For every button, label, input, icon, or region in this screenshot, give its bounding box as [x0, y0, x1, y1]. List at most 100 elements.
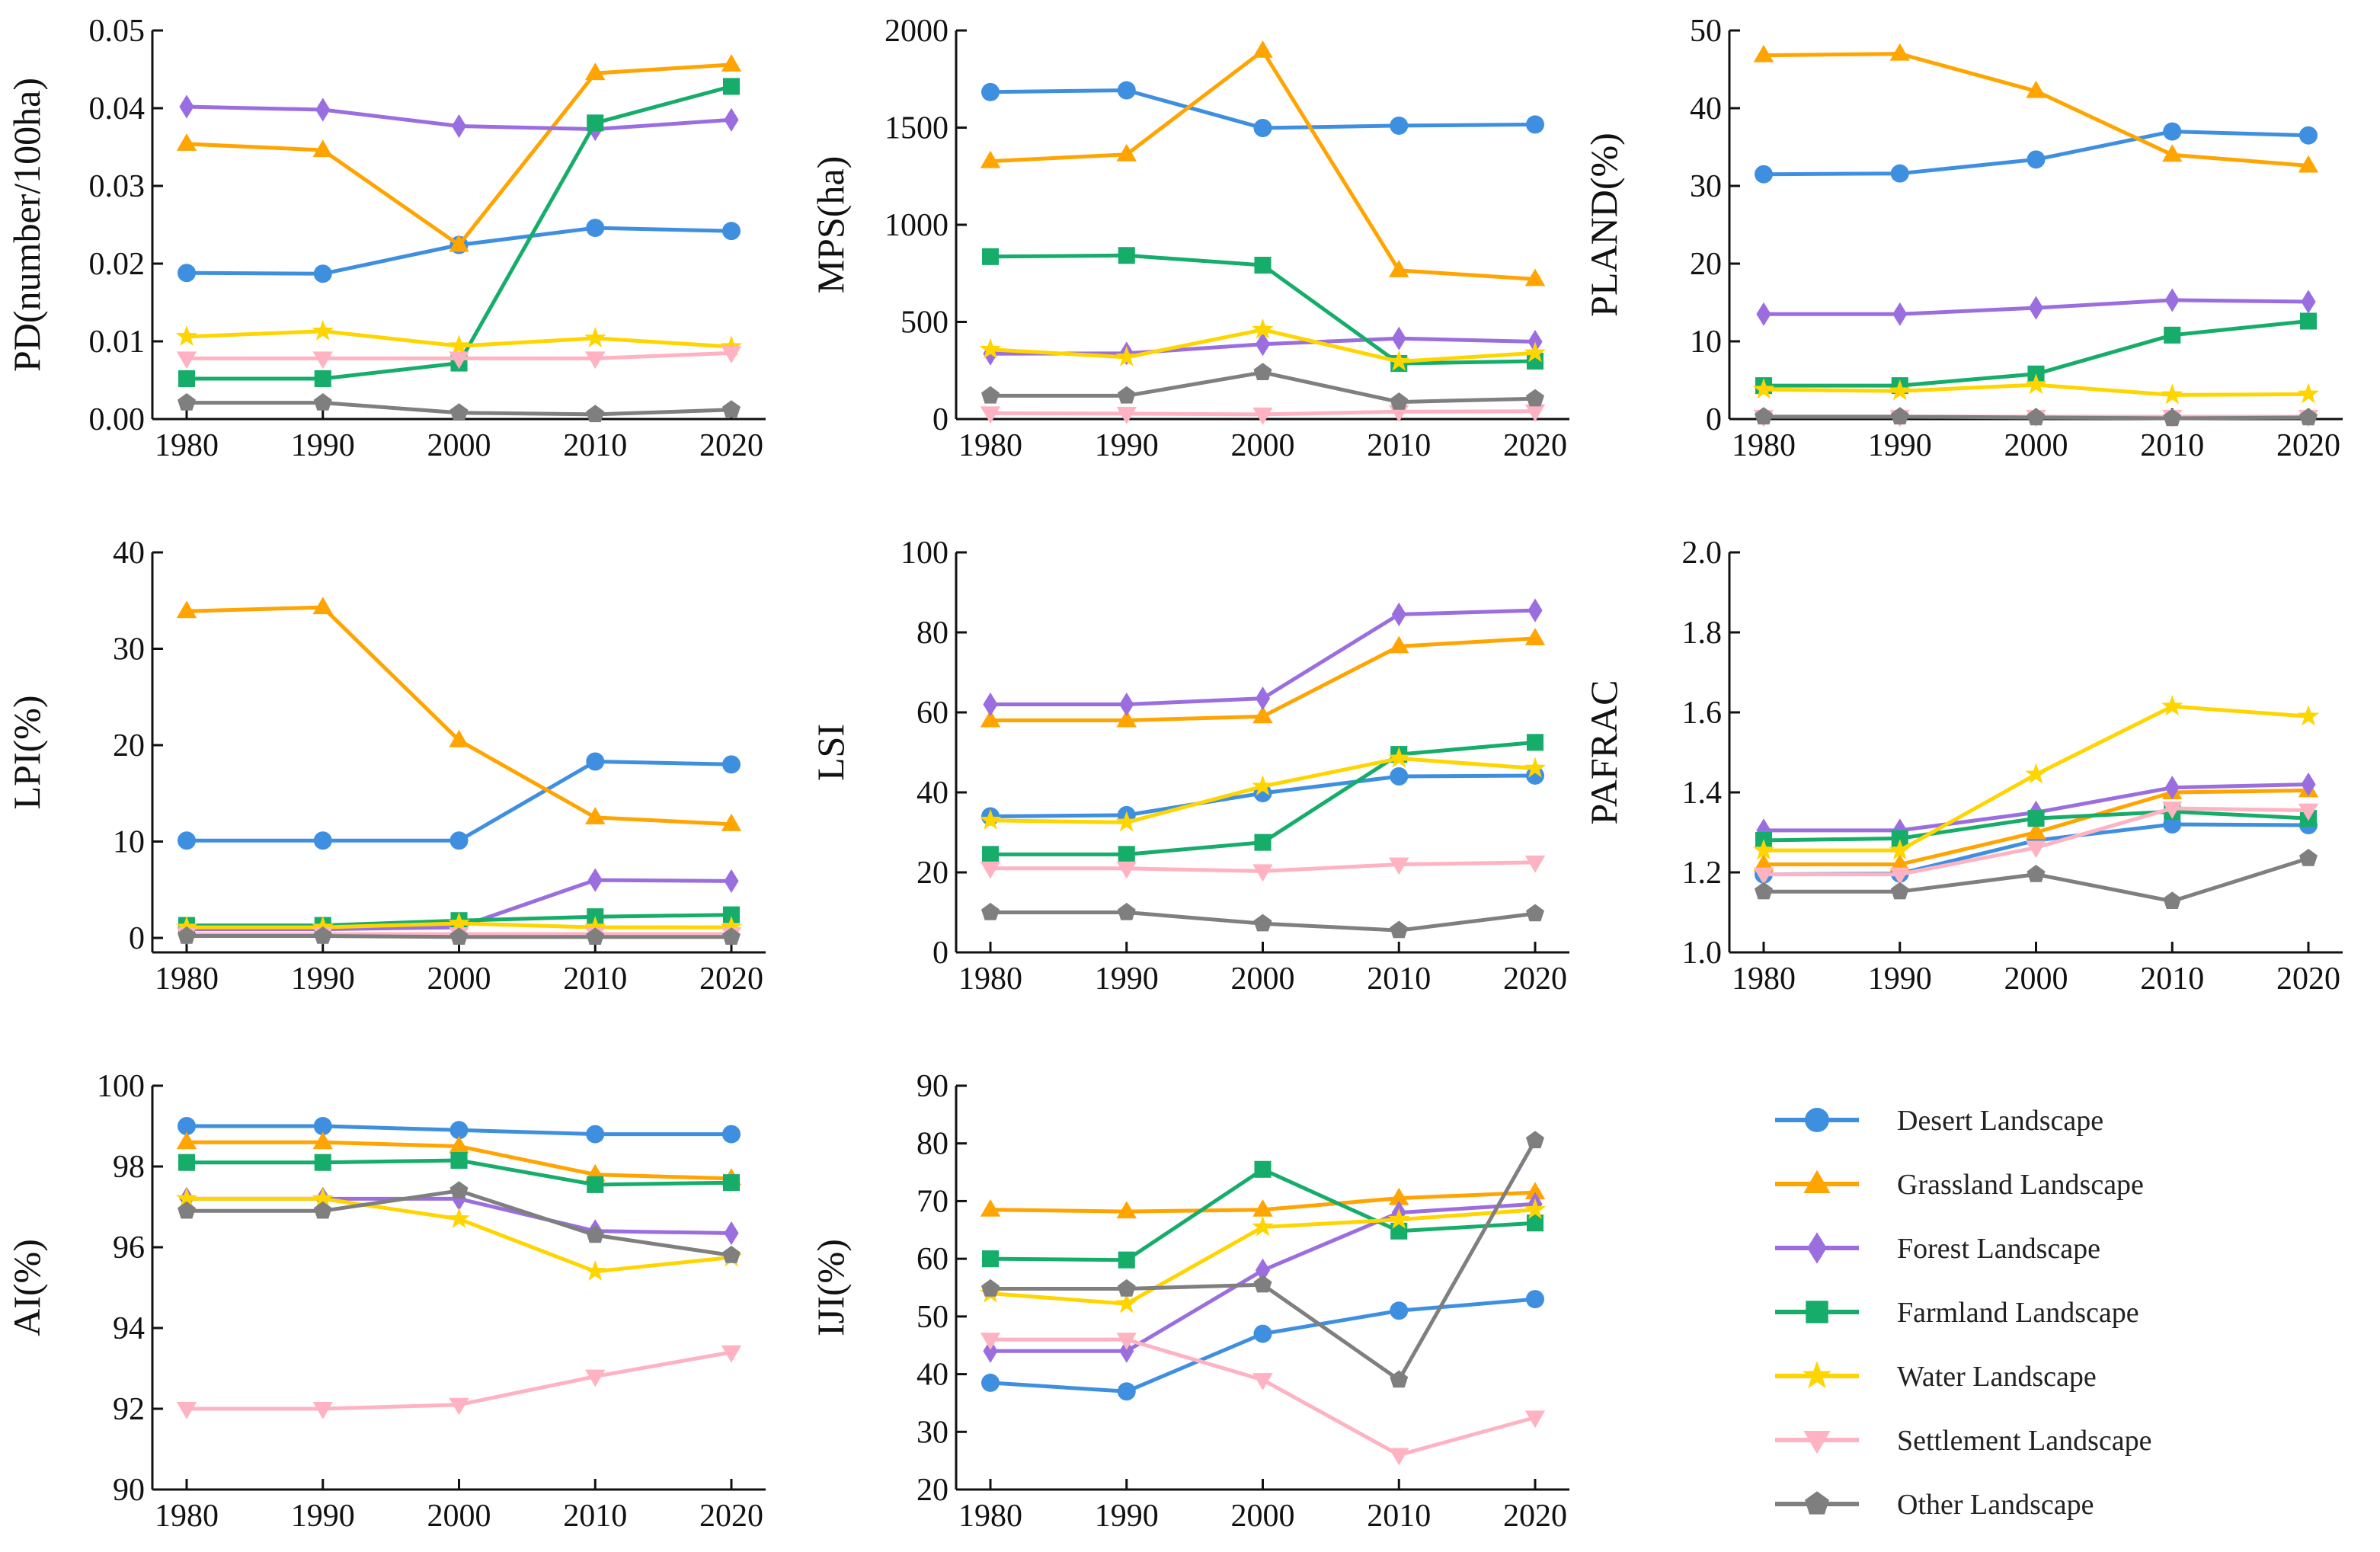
data-point	[2297, 705, 2320, 726]
data-point	[1254, 257, 1272, 274]
y-tick-label: 500	[900, 306, 948, 341]
series-water-landscape	[979, 318, 1547, 371]
legend-label: Forest Landscape	[1897, 1233, 2100, 1265]
data-point	[2163, 122, 2182, 141]
data-point	[1116, 709, 1137, 728]
data-point	[312, 1402, 333, 1419]
data-point	[448, 1207, 470, 1228]
data-point	[1526, 904, 1544, 922]
data-point	[722, 1174, 741, 1192]
data-point	[585, 351, 606, 370]
series-desert-landscape	[981, 81, 1544, 138]
series-line	[186, 62, 732, 247]
y-axis-label: IJI(%)	[809, 1239, 852, 1336]
series-other-landscape	[1755, 849, 2318, 909]
data-point	[587, 868, 603, 892]
data-point	[1119, 1339, 1134, 1363]
data-point	[2026, 80, 2046, 98]
data-point	[313, 264, 332, 283]
data-point	[1115, 811, 1137, 832]
data-point	[2164, 288, 2180, 312]
y-tick-label: 30	[113, 632, 145, 667]
y-tick-label: 60	[916, 1242, 948, 1277]
data-point	[176, 1131, 197, 1150]
data-point	[584, 916, 606, 937]
y-tick-label: 2000	[885, 14, 948, 49]
y-tick-label: 50	[916, 1300, 948, 1335]
chart-panel-lpi: 0 10 20 30 40 1980 1990 2000 2010 2020 LPI(%)	[5, 536, 766, 997]
data-point	[1253, 1275, 1272, 1293]
data-point	[1252, 775, 1274, 796]
data-point	[1388, 747, 1410, 768]
x-tick-label: 1980	[155, 428, 219, 463]
y-tick-label: 0	[932, 936, 948, 971]
x-tick-label: 2020	[1503, 428, 1567, 463]
data-point	[312, 916, 334, 937]
y-tick-label: 94	[113, 1311, 145, 1346]
x-tick-label: 2000	[2004, 962, 2068, 997]
data-point	[176, 133, 197, 151]
y-tick-label: 30	[1690, 169, 1722, 204]
data-point	[178, 1154, 196, 1171]
x-tick-label: 1980	[155, 1499, 219, 1534]
x-tick-label: 1980	[958, 1499, 1022, 1534]
data-point	[1756, 302, 1771, 326]
data-point	[176, 1402, 197, 1419]
data-point	[2299, 126, 2318, 145]
data-point	[1524, 1198, 1547, 1219]
data-point	[1526, 734, 1544, 751]
data-point	[980, 709, 1001, 728]
series-other-landscape	[178, 926, 741, 945]
legend-marker	[1803, 1170, 1831, 1193]
series-forest-landscape	[1756, 288, 2316, 326]
data-point	[722, 1246, 741, 1263]
series-grassland-landscape	[980, 1182, 1546, 1219]
data-point	[1117, 1278, 1136, 1297]
data-point	[2164, 776, 2180, 800]
series-grassland-landscape	[176, 54, 742, 252]
data-point	[1116, 143, 1137, 162]
data-point	[312, 139, 333, 158]
x-tick-label: 2020	[2276, 428, 2340, 463]
data-point	[587, 114, 604, 132]
data-point	[1117, 1382, 1136, 1401]
x-tick-label: 1990	[1868, 962, 1932, 997]
data-point	[584, 326, 606, 348]
data-point	[981, 1373, 1000, 1392]
legend-label: Farmland Landscape	[1897, 1297, 2139, 1329]
data-point	[1116, 861, 1137, 879]
data-point	[720, 335, 743, 357]
legend: Desert Landscape Grassland Landscape Fores…	[1775, 1105, 2152, 1521]
data-point	[449, 1135, 469, 1154]
data-point	[1891, 830, 1908, 847]
y-tick-label: 40	[916, 1358, 948, 1393]
x-tick-label: 2010	[1367, 1499, 1431, 1534]
data-point	[1524, 628, 1546, 645]
data-point	[1753, 44, 1774, 62]
data-point	[981, 82, 1000, 101]
data-point	[451, 114, 467, 139]
data-point	[980, 150, 1001, 168]
data-point	[449, 351, 469, 370]
data-point	[449, 927, 469, 945]
data-point	[1890, 164, 1909, 183]
data-point	[176, 600, 197, 619]
series-other-landscape	[981, 902, 1544, 939]
x-tick-label: 1990	[291, 428, 355, 463]
data-point	[314, 1154, 331, 1171]
y-tick-label: 92	[113, 1392, 145, 1427]
data-point	[313, 831, 332, 850]
legend-label: Water Landscape	[1897, 1361, 2097, 1393]
data-point	[449, 403, 469, 421]
x-tick-label: 1980	[958, 428, 1022, 463]
data-point	[2164, 326, 2181, 344]
y-tick-label: 10	[1690, 325, 1722, 360]
data-point	[313, 926, 332, 944]
data-point	[315, 98, 331, 122]
y-tick-label: 0.03	[89, 169, 146, 204]
series-water-landscape	[175, 319, 743, 357]
data-point	[2162, 144, 2183, 162]
data-point	[449, 1181, 469, 1198]
data-point	[586, 219, 605, 238]
data-point	[1118, 1251, 1135, 1269]
